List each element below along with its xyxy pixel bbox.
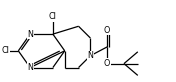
Text: Cl: Cl: [49, 12, 57, 21]
Text: N: N: [87, 51, 93, 60]
Text: N: N: [27, 30, 33, 39]
Text: Cl: Cl: [2, 46, 10, 55]
Text: O: O: [104, 26, 110, 35]
Text: O: O: [104, 59, 110, 68]
Text: N: N: [27, 63, 33, 72]
